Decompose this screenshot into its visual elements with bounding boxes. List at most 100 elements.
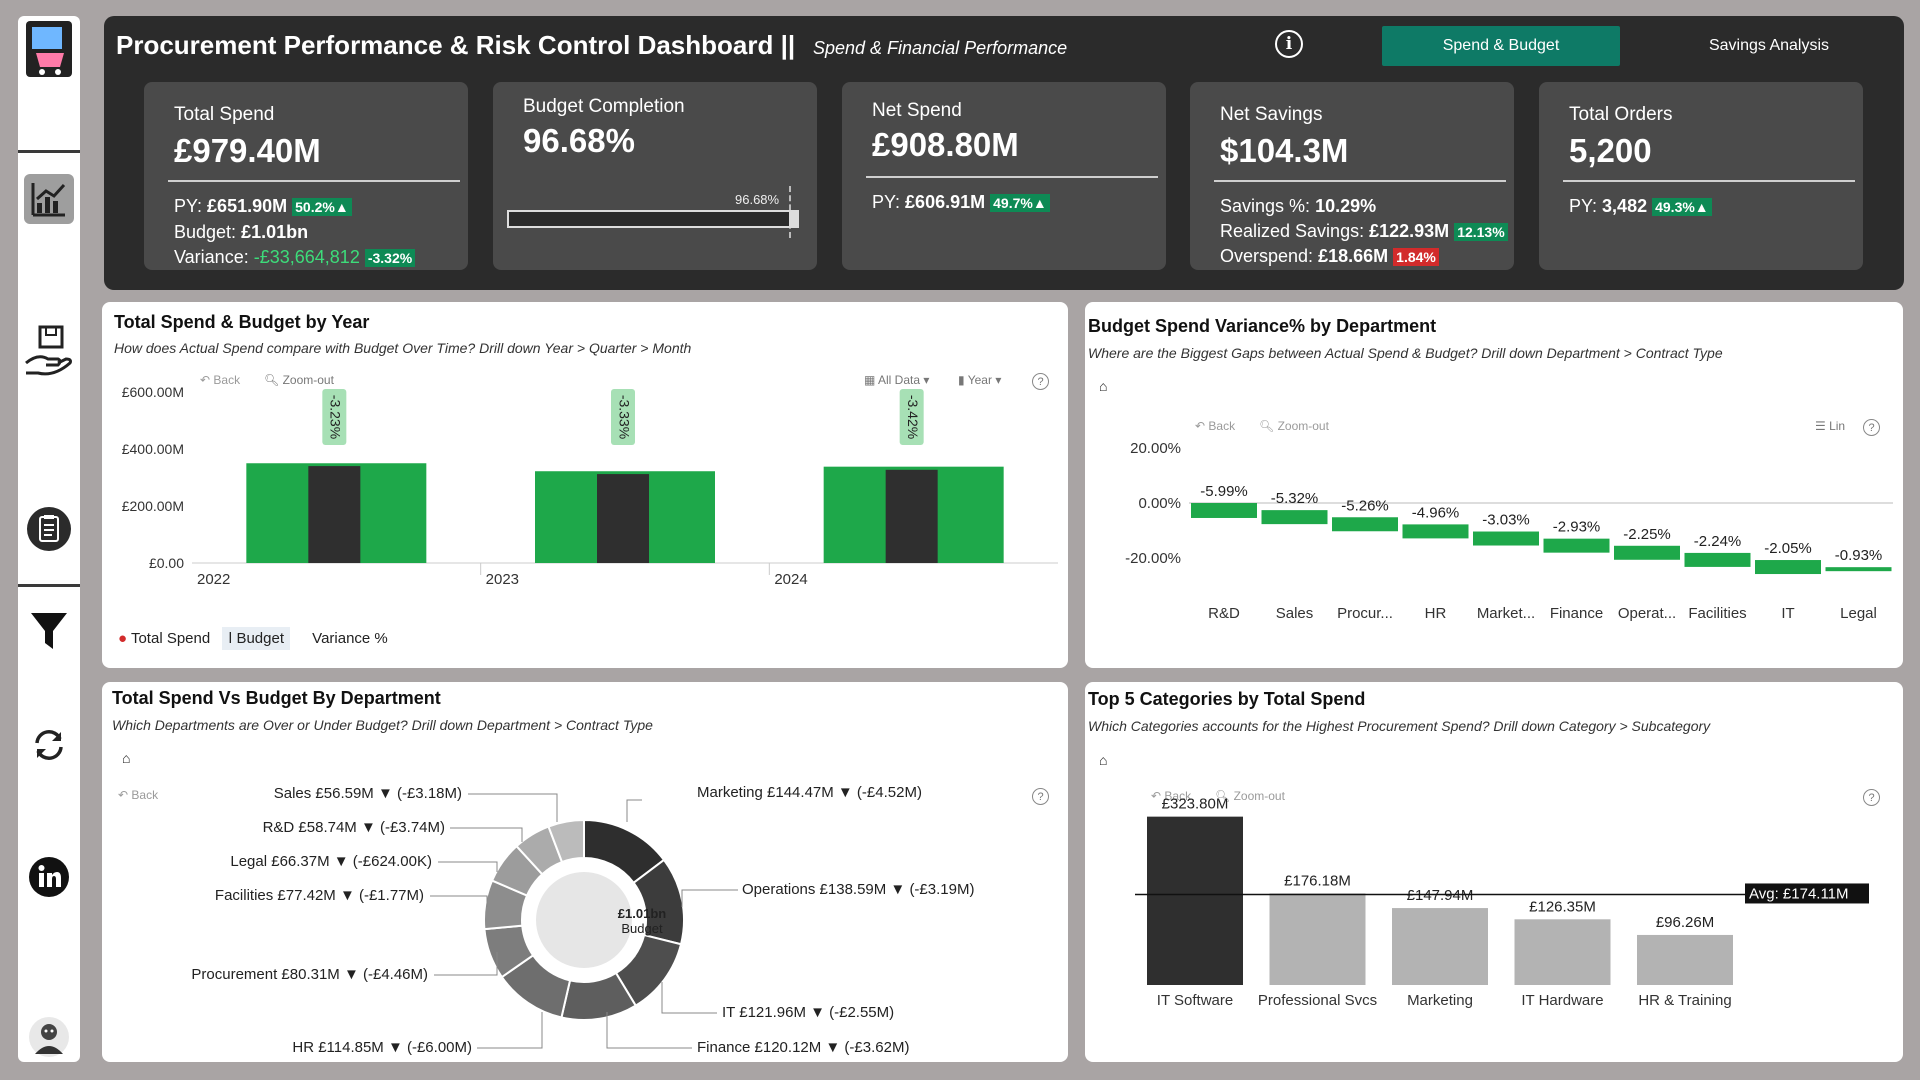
slice-label: HR £114.85M ▼ (-£6.00M)	[292, 1039, 472, 1056]
average-label: Avg: £174.11M	[1749, 885, 1849, 902]
zoom-out-label: Zoom-out	[1277, 419, 1329, 433]
py-label: PY:	[174, 196, 203, 216]
budget-progress-bar	[507, 210, 799, 228]
back-button[interactable]: ↶ Back	[200, 373, 241, 387]
year-label: Year	[967, 373, 992, 387]
home-icon[interactable]: ⌂	[122, 750, 131, 766]
back-button[interactable]: ↶ Back	[1195, 419, 1236, 433]
card-title: Total Spend Vs Budget By Department	[112, 688, 441, 708]
progress-label: 96.68%	[735, 192, 780, 207]
spend-bar	[885, 469, 938, 563]
page-subtitle: Spend & Financial Performance	[813, 38, 1068, 58]
scale-toggle[interactable]: ☰ Lin	[1815, 419, 1846, 433]
help-icon[interactable]: ?	[1863, 419, 1880, 436]
kpi-budget-completion: Budget Completion 96.68% 96.68%	[493, 82, 817, 270]
y-tick-label: 0.00%	[1138, 495, 1181, 512]
help-icon[interactable]: ?	[1863, 789, 1880, 806]
legend-variance-label[interactable]: Variance %	[312, 630, 388, 647]
donut-slice	[547, 818, 585, 864]
waterfall-bar	[1261, 510, 1328, 525]
filter-icon[interactable]	[24, 606, 74, 656]
waterfall-bar	[1332, 517, 1398, 532]
zoom-out-button[interactable]: 🔍︎ Zoom-out	[264, 373, 334, 387]
data-label: -3.03%	[1482, 512, 1530, 529]
linkedin-icon[interactable]	[24, 852, 74, 902]
x-tick-label: Sales	[1276, 605, 1314, 622]
tab-savings-analysis[interactable]: Savings Analysis	[1708, 37, 1830, 54]
department-donut-chart: Marketing £144.47M ▼ (-£4.52M) Operations…	[191, 784, 974, 1056]
data-label: -2.24%	[1694, 533, 1742, 550]
variance-label: -3.42%	[905, 395, 921, 439]
back-button[interactable]: ↶ Back	[118, 788, 159, 802]
back-button[interactable]: ↶ Back	[1151, 789, 1192, 803]
zoom-out-button[interactable]: 🔍︎ Zoom-out	[1215, 789, 1285, 803]
shopping-cart-logo-icon[interactable]	[24, 21, 74, 77]
kpi-divider	[866, 176, 1158, 178]
year-bar-chart: £0.00 £200.00M £400.00M £600.00M 2022 -3.23% 2…	[122, 384, 1058, 588]
slice-label: Facilities £77.42M ▼ (-£1.77M)	[215, 887, 424, 904]
kpi-net-spend: Net Spend £908.80M PY: £606.91M 49.7%▲	[842, 82, 1166, 270]
help-icon[interactable]: ?	[1032, 373, 1049, 390]
sidebar-divider	[18, 150, 80, 153]
home-icon[interactable]: ⌂	[1099, 752, 1108, 768]
savings-pct-label: Savings %:	[1220, 196, 1311, 216]
info-icon[interactable]: i	[1275, 30, 1303, 58]
leader-line	[681, 889, 738, 907]
clipboard-nav-icon[interactable]	[24, 504, 74, 554]
x-tick-label: IT Software	[1157, 992, 1233, 1009]
donut-center: £1.01bn Budget	[588, 906, 696, 936]
data-label: £96.26M	[1656, 914, 1714, 931]
back-label: Back	[1164, 789, 1192, 803]
budget-value: £1.01bn	[241, 222, 309, 242]
leader-line	[450, 827, 523, 842]
variance-value: -£33,664,812	[253, 247, 360, 267]
legend-spend-label[interactable]: Total Spend	[130, 630, 211, 647]
legend-budget-item[interactable]: ǀ Budget	[222, 627, 290, 650]
realized-pct-badge: 12.13%	[1454, 223, 1508, 241]
legend: ● Total Spend ǀ Budget Variance %	[118, 627, 388, 650]
kpi-label: Total Spend	[174, 104, 275, 125]
waterfall-bar	[1684, 552, 1751, 567]
waterfall-bar	[1614, 545, 1680, 560]
leader-line	[438, 861, 498, 872]
waterfall-bar	[1191, 503, 1257, 518]
leader-line	[626, 799, 642, 822]
py-label: PY:	[872, 192, 901, 212]
back-label: Back	[213, 373, 241, 387]
variance-waterfall-chart: 20.00% 0.00% -20.00% -5.99% R&D -5.32% Sales -5…	[1125, 440, 1893, 622]
slice-label: Operations £138.59M ▼ (-£3.19M)	[742, 881, 974, 898]
overspend-value: £18.66M	[1318, 246, 1389, 266]
category-bar	[1392, 908, 1488, 985]
help-icon[interactable]: ?	[1032, 788, 1049, 805]
home-icon[interactable]: ⌂	[1099, 378, 1108, 394]
x-tick-label: HR	[1425, 605, 1447, 622]
x-tick-label: Facilities	[1688, 605, 1746, 622]
all-data-dropdown[interactable]: ▦ All Data ▾	[864, 373, 930, 387]
waterfall-bar	[1402, 524, 1469, 539]
avatar[interactable]	[24, 1012, 74, 1062]
category-bar	[1269, 893, 1366, 985]
kpi-total-orders: Total Orders 5,200 PY: 3,482 49.3%▲	[1539, 82, 1863, 270]
refresh-icon[interactable]	[24, 720, 74, 770]
py-value: £651.90M	[207, 196, 288, 216]
kpi-value: 5,200	[1569, 132, 1652, 169]
variance-label-bg	[899, 389, 924, 445]
zoom-out-button[interactable]: 🔍︎ Zoom-out	[1259, 419, 1329, 433]
py-label: PY:	[1569, 196, 1598, 216]
kpi-py-line: PY: £651.90M 50.2%▲	[174, 196, 352, 217]
slice-label: Marketing £144.47M ▼ (-£4.52M)	[697, 784, 922, 801]
tab-spend-budget[interactable]: Spend & Budget	[1382, 26, 1620, 66]
data-label: -2.25%	[1623, 526, 1671, 543]
x-tick-label: R&D	[1208, 605, 1240, 622]
average-label-bg	[1745, 883, 1869, 904]
sidebar-divider	[18, 584, 80, 587]
x-tick-label: Procur...	[1337, 605, 1393, 622]
legend-spend-marker: ●	[118, 630, 128, 647]
zoom-out-label: Zoom-out	[1233, 789, 1285, 803]
hand-box-nav-icon[interactable]	[24, 325, 74, 376]
year-dropdown[interactable]: ▮ Year ▾	[958, 373, 1002, 387]
line-chart-nav-icon[interactable]	[24, 174, 74, 224]
waterfall-bar	[1543, 538, 1610, 553]
card-subtitle: How does Actual Spend compare with Budge…	[114, 340, 692, 356]
variance-label: -3.33%	[616, 395, 632, 439]
